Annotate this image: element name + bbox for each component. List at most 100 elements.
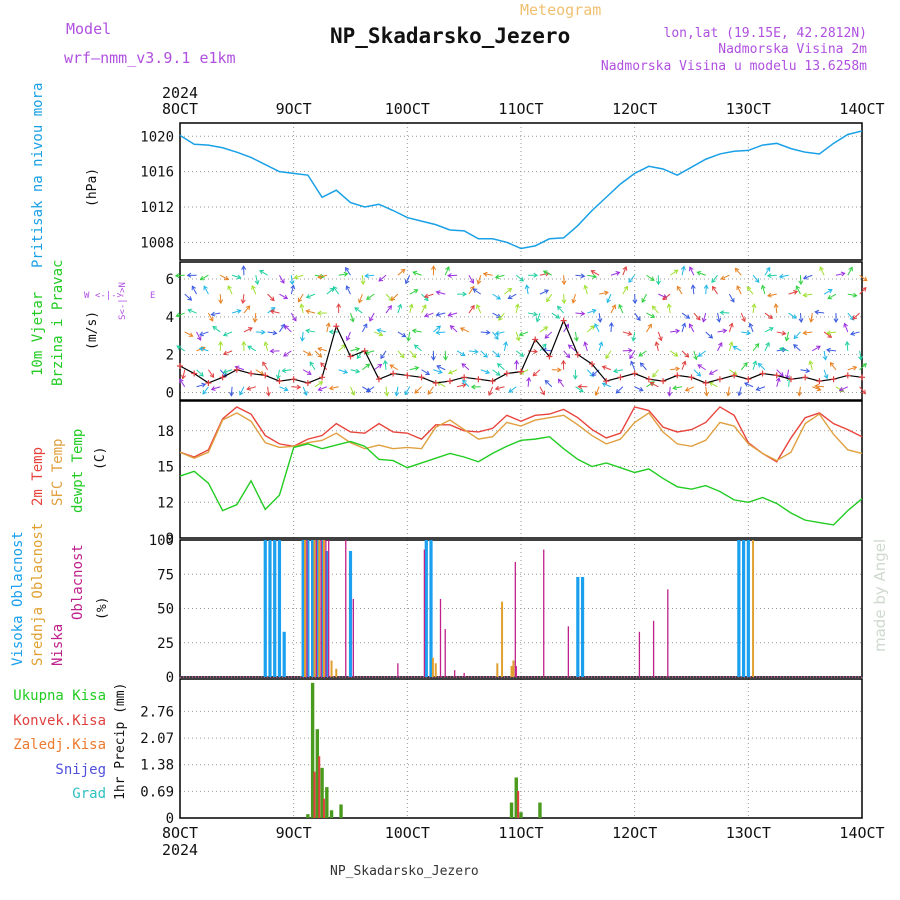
wind-arrowhead [638,387,644,392]
wind-arrow [702,312,707,322]
high-cloud-bar [268,540,272,677]
wind-arrowhead [408,303,414,309]
wind-arrowhead [697,352,703,357]
wind-arrowhead [387,305,392,310]
cloud-ylabel-4: Oblacnost [70,544,86,620]
wind-arrowhead [629,354,634,360]
low-cloud-bar [423,549,426,677]
wind-speed-point [787,376,794,383]
wind-speed-point [233,366,240,373]
wind-arrowhead [567,344,573,350]
temp-sfc-line [179,411,863,462]
wind-arrow [188,309,197,314]
wind-arrow [231,274,241,279]
wind-arrow [749,323,754,333]
y-tick-label: 6 [166,272,174,288]
wind-panel: 0 2 4 6 [166,261,868,401]
wind-arrow [823,350,827,360]
wind-speed-point [489,378,496,385]
high-cloud-bar [277,540,282,677]
wind-arrow [697,271,706,276]
wind-arrowhead [544,289,549,294]
wind-arrowhead [597,318,603,323]
wind-arrow [785,331,790,341]
wind-arrow [397,350,405,358]
wind-arrowhead [598,341,604,347]
low-cloud-bar [463,672,465,677]
wind-arrowhead [281,368,287,374]
wind-arrow [697,364,706,371]
wind-arrow [389,364,399,371]
wind-arrow [584,342,588,351]
wind-arrowhead [397,303,403,309]
wind-arrowhead [292,316,297,322]
wind-arrowhead [485,329,491,335]
wind-arrow [255,275,259,285]
wind-arrow [318,347,327,352]
wind-arrow [176,312,185,317]
wind-speed-point [361,347,368,354]
wind-arrowhead [176,345,182,350]
model-value: wrf–nmm_v3.9.1 e1km [64,49,236,67]
wind-arrowhead [519,276,525,282]
wind-arrowhead [827,289,833,294]
wind-arrowhead [791,314,797,319]
wind-ylabel-2: Brzina i Pravac [50,260,66,386]
cloud-ylabel-2: Srednja Oblacnost [30,523,46,666]
wind-arrowhead [240,299,246,305]
wind-arrow [196,383,206,388]
wind-arrow [532,369,541,377]
wind-arrow [385,386,388,396]
wind-arrowhead [622,265,628,271]
wind-arrowhead [436,325,441,331]
wind-arrow [306,293,316,298]
wind-arrow [803,331,813,334]
wind-arrow [605,350,612,359]
high-cloud-bar [741,540,746,677]
wind-speed-point [603,378,610,385]
wind-arrow [326,323,330,333]
wind-arrowhead [557,378,563,384]
wind-arrowhead [358,298,363,304]
wind-speed-point [532,336,539,343]
wind-arrow [850,331,860,335]
high-cloud-bar [737,540,741,677]
wind-arrow [246,386,256,390]
wind-arrowhead [515,336,521,342]
wind-arrow [350,369,360,373]
wind-arrow [267,293,275,301]
wind-arrowhead [690,284,696,290]
wind-arrowhead [307,351,312,356]
wind-arrowhead [174,273,180,279]
wind-arrow [267,386,270,396]
wind-arrowhead [360,280,366,286]
wind-arrowhead [852,292,858,298]
wind-arrow [395,386,399,396]
wind-speed-point [432,379,439,386]
wind-arrow [365,274,375,277]
wind-speed-point [461,374,468,381]
wind-arrow [350,312,354,322]
wind-arrowhead [757,362,763,368]
wind-arrow [669,350,678,357]
mid-cloud-bar [501,601,504,677]
wind-arrowhead [236,309,242,314]
wind-arrow [615,386,624,394]
wind-arrow [586,325,595,333]
model-altitude-text: Nadmorska Visina u modelu 13.6258m [601,59,867,74]
wind-arrowhead [743,382,749,387]
wind-arrow [527,377,530,387]
wind-arrowhead [507,287,513,293]
wind-arrowhead [546,297,551,303]
wind-arrow [551,312,560,319]
wind-arrowhead [779,346,784,352]
wind-arrow [738,386,742,396]
wind-arrow [492,369,501,376]
wind-arrowhead [606,298,611,304]
temp-unit: (C) [93,447,108,470]
top-tick-labels: 8OCT 9OCT 10OCT 11OCT 12OCT 13OCT 14OCT [162,100,885,118]
wind-arrowhead [179,378,184,384]
wind-arrowhead [246,385,252,391]
wind-arrowhead [583,284,589,290]
wind-arrowhead [808,360,814,366]
